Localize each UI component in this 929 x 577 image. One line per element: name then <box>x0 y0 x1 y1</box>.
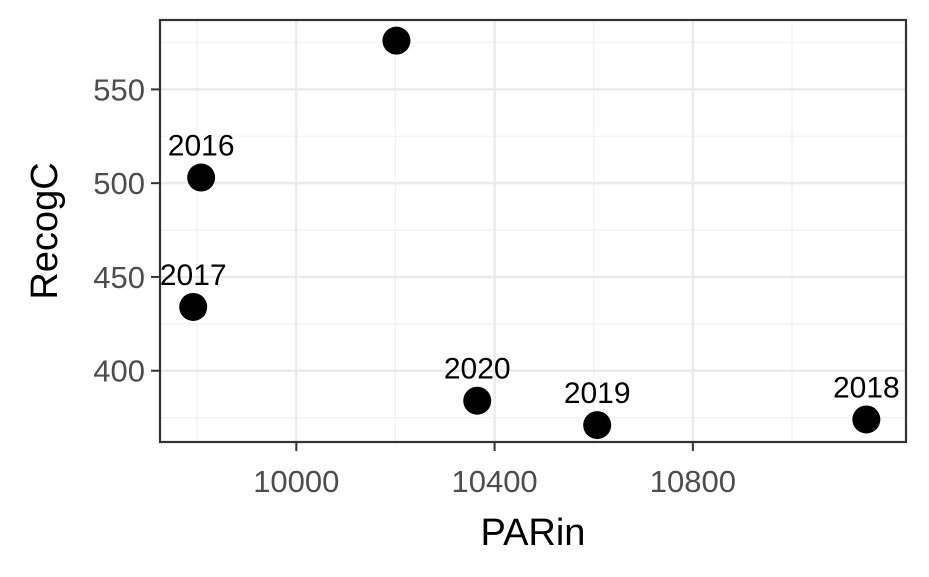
data-point <box>382 26 411 55</box>
data-point <box>852 405 881 434</box>
data-point <box>583 411 612 440</box>
point-label: 2020 <box>444 353 511 386</box>
x-tick-label: 10400 <box>451 464 537 499</box>
point-label: 2016 <box>168 130 235 163</box>
point-label: 2017 <box>160 259 227 292</box>
x-tick-label: 10800 <box>650 464 736 499</box>
panel-border <box>158 18 908 444</box>
data-point <box>187 163 216 192</box>
y-axis-title: RecogC <box>24 162 66 299</box>
point-label: 2018 <box>833 371 900 404</box>
x-tick-label: 10000 <box>253 464 339 499</box>
y-tick-label: 550 <box>93 72 145 107</box>
point-labels: 2016 2017 2020 2019 2018 <box>160 130 900 411</box>
point-label: 2019 <box>564 377 631 410</box>
axis-ticks: 10000 10400 10800 400 450 500 550 <box>93 72 736 499</box>
y-tick-label: 400 <box>93 354 145 389</box>
y-tick-label: 500 <box>93 166 145 201</box>
data-point <box>463 386 492 415</box>
grid-lines <box>160 20 906 442</box>
y-tick-label: 450 <box>93 260 145 295</box>
data-point <box>179 292 208 321</box>
x-axis-title: PARin <box>481 512 586 554</box>
data-points <box>179 26 881 440</box>
